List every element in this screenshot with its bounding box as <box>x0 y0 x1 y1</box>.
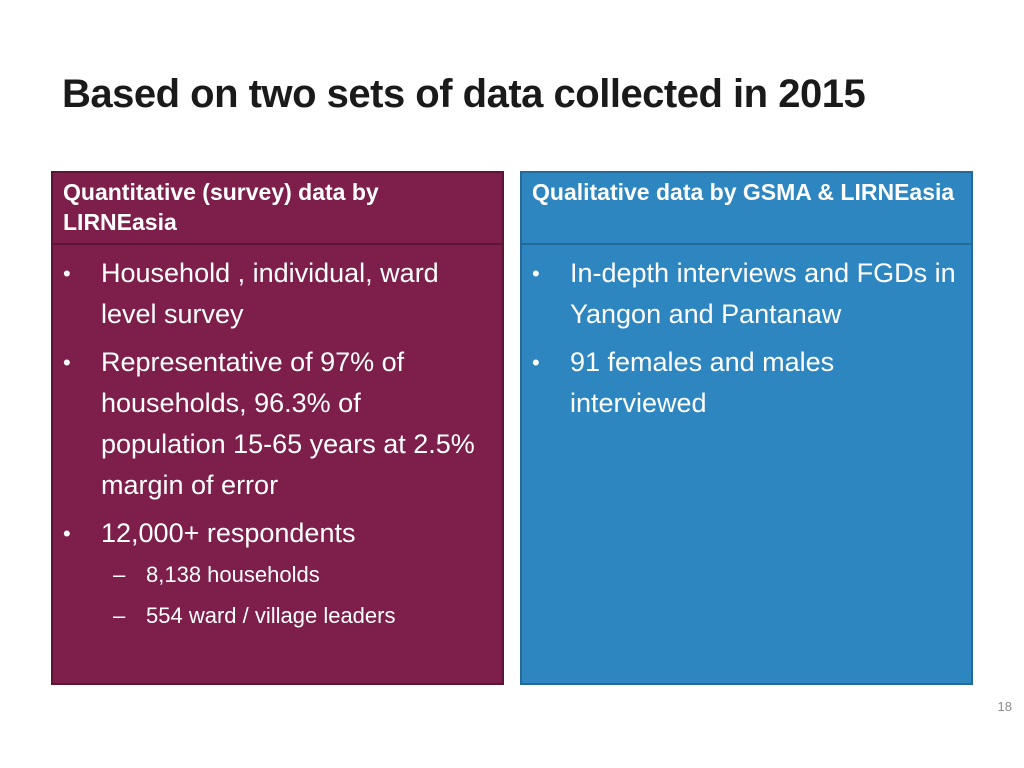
bullet-icon: • <box>63 350 71 375</box>
bullet-text: 12,000+ respondents <box>101 518 356 548</box>
bullet-item: • Representative of 97% of households, 9… <box>61 342 492 506</box>
bullet-icon: • <box>532 350 540 375</box>
qualitative-data-panel: Qualitative data by GSMA & LIRNEasia • I… <box>520 171 973 685</box>
bullet-item: • 12,000+ respondents – 8,138 households… <box>61 513 492 636</box>
qualitative-panel-body: • In-depth interviews and FGDs in Yangon… <box>522 245 971 424</box>
page-number: 18 <box>997 699 1012 714</box>
qualitative-bullet-list: • In-depth interviews and FGDs in Yangon… <box>530 253 961 424</box>
sub-bullet-item: – 8,138 households <box>101 554 492 595</box>
bullet-item: • In-depth interviews and FGDs in Yangon… <box>530 253 961 335</box>
qualitative-panel-heading: Qualitative data by GSMA & LIRNEasia <box>522 173 971 245</box>
slide-title: Based on two sets of data collected in 2… <box>62 72 866 116</box>
quantitative-panel-heading: Quantitative (survey) data by LIRNEasia <box>53 173 502 245</box>
bullet-icon: • <box>63 261 71 286</box>
quantitative-panel-body: • Household , individual, ward level sur… <box>53 245 502 636</box>
sub-bullet-text: 8,138 households <box>146 562 320 587</box>
quantitative-data-panel: Quantitative (survey) data by LIRNEasia … <box>51 171 504 685</box>
dash-icon: – <box>113 603 126 628</box>
dash-icon: – <box>113 562 126 587</box>
quantitative-bullet-list: • Household , individual, ward level sur… <box>61 253 492 636</box>
bullet-text: Household , individual, ward level surve… <box>101 258 439 329</box>
bullet-icon: • <box>532 261 540 286</box>
bullet-text: 91 females and males interviewed <box>570 347 835 418</box>
sub-bullet-text: 554 ward / village leaders <box>146 603 396 628</box>
bullet-icon: • <box>63 521 71 546</box>
bullet-text: In-depth interviews and FGDs in Yangon a… <box>570 258 956 329</box>
sub-bullet-item: – 554 ward / village leaders <box>101 595 492 636</box>
bullet-item: • Household , individual, ward level sur… <box>61 253 492 335</box>
bullet-item: • 91 females and males interviewed <box>530 342 961 424</box>
respondents-sub-list: – 8,138 households – 554 ward / village … <box>101 554 492 636</box>
bullet-text: Representative of 97% of households, 96.… <box>101 347 475 500</box>
